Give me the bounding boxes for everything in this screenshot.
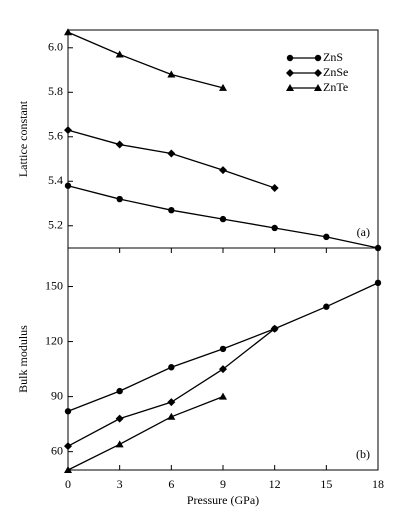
- marker: [270, 324, 279, 333]
- marker: [115, 414, 124, 423]
- y-tick-label: 120: [45, 333, 63, 347]
- legend-marker: [314, 54, 322, 62]
- series-line: [67, 129, 275, 189]
- marker: [219, 215, 227, 223]
- series-line: [67, 328, 276, 447]
- x-tick-label: 18: [372, 477, 384, 491]
- marker: [64, 126, 72, 135]
- y-tick-label: 60: [51, 443, 63, 457]
- y-tick-label: 5.4: [48, 173, 63, 187]
- marker: [64, 408, 72, 415]
- series-line: [67, 396, 224, 471]
- legend-marker: [314, 69, 322, 77]
- marker: [64, 466, 72, 473]
- marker: [323, 233, 330, 241]
- legend-label: ZnTe: [323, 80, 348, 94]
- x-tick-label: 15: [320, 477, 332, 491]
- y-tick-label: 5.2: [48, 218, 63, 232]
- marker: [168, 206, 175, 214]
- marker: [167, 149, 176, 158]
- legend-marker: [286, 54, 294, 62]
- legend-marker: [286, 69, 294, 77]
- y-tick-label: 6.0: [48, 40, 63, 54]
- y-tick-label: 5.8: [48, 84, 63, 98]
- marker: [64, 442, 72, 451]
- legend-marker: [286, 84, 294, 91]
- marker: [115, 50, 124, 58]
- x-tick-label: 0: [65, 477, 71, 491]
- y-tick-label: 90: [51, 388, 63, 402]
- marker: [167, 398, 176, 407]
- marker: [116, 387, 123, 395]
- x-tick-label: 9: [220, 477, 226, 491]
- legend-marker: [314, 84, 322, 91]
- marker: [374, 279, 382, 287]
- y-axis-label: Bulk modulus: [16, 325, 30, 393]
- marker: [219, 166, 227, 175]
- x-tick-label: 6: [168, 477, 174, 491]
- series-line: [67, 31, 224, 89]
- marker: [219, 365, 227, 374]
- legend-label: ZnS: [323, 50, 343, 64]
- marker: [64, 182, 72, 189]
- x-axis-label: Pressure (GPa): [187, 493, 259, 507]
- x-tick-label: 3: [117, 477, 123, 491]
- marker: [115, 140, 124, 149]
- marker: [64, 28, 72, 36]
- panel-label: (b): [356, 447, 370, 461]
- marker: [168, 364, 175, 371]
- legend-label: ZnSe: [323, 65, 348, 79]
- marker: [270, 183, 279, 192]
- marker: [219, 83, 227, 91]
- marker: [115, 440, 124, 448]
- marker: [116, 195, 123, 203]
- marker: [167, 412, 176, 420]
- x-tick-label: 12: [269, 477, 281, 491]
- y-axis-label: Lattice constant: [16, 100, 30, 177]
- y-tick-label: 5.6: [48, 129, 63, 143]
- marker: [323, 303, 330, 310]
- plot-frame: [67, 247, 379, 471]
- panel-label: (a): [357, 225, 370, 239]
- marker: [167, 70, 176, 78]
- marker: [271, 224, 278, 232]
- marker: [219, 345, 227, 353]
- marker: [219, 392, 227, 400]
- y-tick-label: 150: [45, 278, 63, 292]
